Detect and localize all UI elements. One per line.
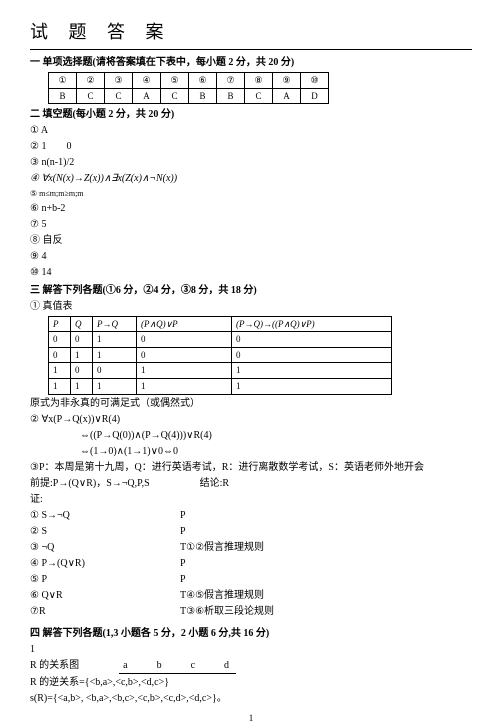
proof-l: ① S→¬Q bbox=[30, 509, 140, 523]
fill-item: ⑥ n+b-2 bbox=[30, 202, 472, 216]
s4-l2: s(R)={<a,b>, <b,a>,<b,c>,<c,b>,<c,d>,<d,… bbox=[30, 692, 472, 706]
header-cell: ⑨ bbox=[273, 73, 301, 89]
proof-r: T④⑤假言推理规则 bbox=[180, 589, 264, 603]
proof-l: ② S bbox=[30, 525, 140, 539]
fill-item: ③ n(n-1)/2 bbox=[30, 156, 472, 170]
header-cell: ⑦ bbox=[217, 73, 245, 89]
table-row: 00100 bbox=[49, 332, 392, 348]
section3-head: 三 解答下列各题(①6 分，②4 分，③8 分，共 18 分) bbox=[30, 284, 472, 298]
header-cell: ⑩ bbox=[301, 73, 329, 89]
fill-item: ⑧ 自反 bbox=[30, 234, 472, 248]
item3a: ③P：本周是第十九周，Q：进行英语考试，R：进行离散数学考试，S：英语老师外地开… bbox=[30, 461, 472, 475]
fill-item: ④ ∀x(N(x)→Z(x))∧∃x(Z(x)∧¬N(x)) bbox=[30, 172, 472, 186]
answer-cell: C bbox=[105, 88, 133, 104]
fill-item: ⑨ 4 bbox=[30, 250, 472, 264]
answer-cell: D bbox=[301, 88, 329, 104]
fill-item: ② 1 0 bbox=[30, 140, 472, 154]
header-cell: ⑤ bbox=[161, 73, 189, 89]
item3c: 证: bbox=[30, 493, 472, 507]
proof-r: P bbox=[180, 525, 186, 539]
header-cell: ③ bbox=[105, 73, 133, 89]
header-cell: ⑧ bbox=[245, 73, 273, 89]
page-number: 1 bbox=[30, 712, 472, 724]
fill-item: ⑦ 5 bbox=[30, 218, 472, 232]
table-row: 01100 bbox=[49, 347, 392, 363]
proof-r: P bbox=[180, 509, 186, 523]
answer-cell: C bbox=[77, 88, 105, 104]
item2a: ② ∀x(P→Q(x))∨R(4) bbox=[30, 413, 472, 427]
page-title: 试 题 答 案 bbox=[30, 20, 472, 45]
item2b: ⇔((P→Q(0))∧(P→Q(4)))∨R(4) bbox=[80, 429, 472, 443]
rel-label: R 的关系图 bbox=[30, 659, 79, 674]
answer-cell: B bbox=[217, 88, 245, 104]
answer-cell: A bbox=[273, 88, 301, 104]
header-cell: ② bbox=[77, 73, 105, 89]
header-cell: ⑥ bbox=[189, 73, 217, 89]
table-row: ① ② ③ ④ ⑤ ⑥ ⑦ ⑧ ⑨ ⑩ bbox=[49, 73, 329, 89]
after-table: 原式为非永真的可满足式（或偶然式） bbox=[30, 397, 472, 411]
answer-cell: C bbox=[161, 88, 189, 104]
answer-cell: B bbox=[49, 88, 77, 104]
item3b: 前提:P→(Q∨R)，S→¬Q,P,S 结论:R bbox=[30, 477, 472, 491]
proof-r: P bbox=[180, 573, 186, 587]
fill-item: ⑩ 14 bbox=[30, 266, 472, 280]
proof-l: ⑤ P bbox=[30, 573, 140, 587]
table-row: P Q P→Q (P∧Q)∨P (P→Q)→((P∧Q)∨P) bbox=[49, 316, 392, 332]
answer-cell: C bbox=[245, 88, 273, 104]
table-row: B C C A C B B C A D bbox=[49, 88, 329, 104]
section2-head: 二 填空题(每小题 2 分，共 20 分) bbox=[30, 108, 472, 122]
proof-r: P bbox=[180, 557, 186, 571]
answer-cell: B bbox=[189, 88, 217, 104]
th: P→Q bbox=[93, 316, 137, 332]
section4-head: 四 解答下列各题(1,3 小题各 5 分，2 小题 6 分,共 16 分) bbox=[30, 627, 472, 641]
section1-head: 一 单项选择题(请将答案填在下表中，每小题 2 分，共 20 分) bbox=[30, 56, 472, 70]
proof-l: ③ ¬Q bbox=[30, 541, 140, 555]
rel-nodes: a b c d bbox=[119, 659, 236, 674]
proof-r: T①②假言推理规则 bbox=[180, 541, 264, 555]
proof-l: ⑦R bbox=[30, 605, 140, 619]
fill-item: ① A bbox=[30, 124, 472, 138]
table-row: 11111 bbox=[49, 378, 392, 394]
section1-table: ① ② ③ ④ ⑤ ⑥ ⑦ ⑧ ⑨ ⑩ B C C A C B B C A D bbox=[48, 72, 329, 104]
fill-item: ⑤ m≤m;m≥m;m bbox=[30, 188, 472, 199]
proof-l: ⑥ Q∨R bbox=[30, 589, 140, 603]
header-cell: ① bbox=[49, 73, 77, 89]
answer-cell: A bbox=[133, 88, 161, 104]
item2c: ⇔(1→0)∧(1→1)∨0⇔0 bbox=[80, 445, 472, 459]
s4-l0: 1 bbox=[30, 643, 472, 657]
th: (P∧Q)∨P bbox=[137, 316, 232, 332]
th: (P→Q)→((P∧Q)∨P) bbox=[232, 316, 392, 332]
th: Q bbox=[71, 316, 93, 332]
s4-l1: R 的逆关系={<b,a>,<c,b>,<d,c>} bbox=[30, 676, 472, 690]
proof-l: ④ P→(Q∨R) bbox=[30, 557, 140, 571]
title-underline bbox=[30, 49, 472, 50]
th: P bbox=[49, 316, 71, 332]
proof-r: T③⑥析取三段论规则 bbox=[180, 605, 274, 619]
truth-label: ① 真值表 bbox=[30, 300, 472, 314]
table-row: 10011 bbox=[49, 363, 392, 379]
truth-table: P Q P→Q (P∧Q)∨P (P→Q)→((P∧Q)∨P) 00100 01… bbox=[48, 316, 392, 395]
header-cell: ④ bbox=[133, 73, 161, 89]
